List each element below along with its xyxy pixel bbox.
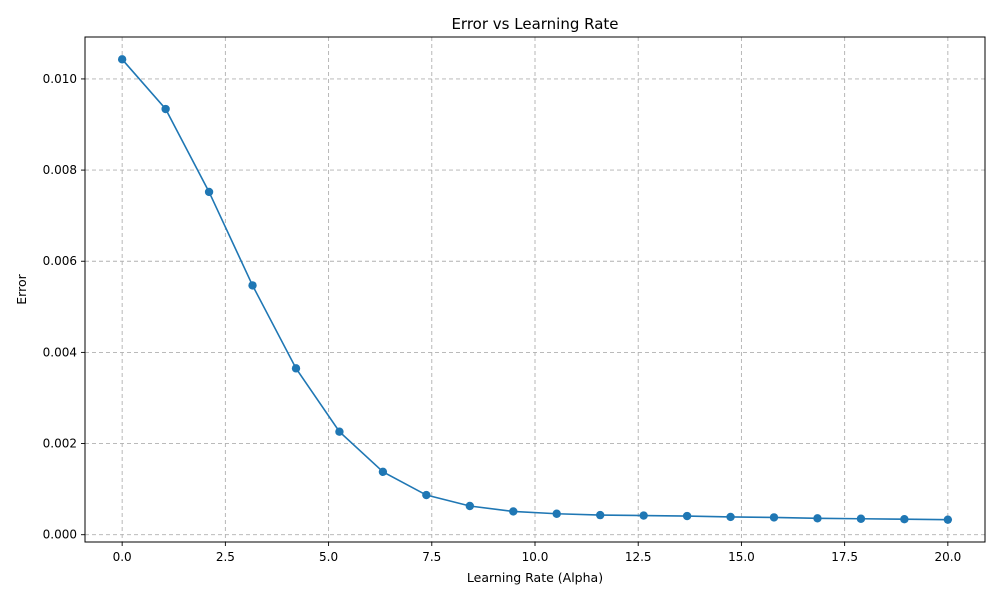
y-tick-label: 0.010 bbox=[43, 72, 77, 86]
x-tick-label: 17.5 bbox=[831, 550, 858, 564]
x-tick-label: 2.5 bbox=[216, 550, 235, 564]
data-series bbox=[117, 55, 953, 524]
plot-area-frame bbox=[84, 36, 986, 543]
data-point bbox=[943, 515, 953, 524]
data-point bbox=[726, 512, 735, 522]
x-tick-label: 7.5 bbox=[422, 550, 441, 564]
y-tick-label: 0.000 bbox=[43, 528, 77, 542]
data-point bbox=[161, 104, 170, 114]
data-point bbox=[117, 55, 127, 64]
axis-ticks: 0.0 2.5 5.0 7.5 10.0 12.5 15.0 17.5 20.0 0.000 0.0… bbox=[43, 72, 962, 564]
data-point bbox=[639, 511, 648, 520]
data-point bbox=[291, 364, 301, 373]
x-tick-label: 0.0 bbox=[113, 550, 132, 564]
data-point bbox=[769, 513, 779, 522]
data-point bbox=[378, 467, 388, 477]
data-point bbox=[509, 507, 518, 516]
y-tick-label: 0.002 bbox=[43, 437, 77, 451]
x-axis-label: Learning Rate (Alpha) bbox=[467, 570, 603, 585]
grid bbox=[85, 37, 985, 542]
y-tick-label: 0.008 bbox=[43, 163, 77, 177]
x-tick-label: 20.0 bbox=[934, 550, 961, 564]
data-point bbox=[204, 187, 214, 197]
data-point bbox=[595, 510, 605, 520]
y-tick-label: 0.004 bbox=[43, 345, 77, 359]
data-point bbox=[900, 515, 909, 524]
x-tick-label: 5.0 bbox=[319, 550, 338, 564]
data-point bbox=[682, 511, 692, 521]
y-axis-label: Error bbox=[14, 273, 29, 304]
chart-title: Error vs Learning Rate bbox=[451, 15, 618, 33]
data-point bbox=[552, 509, 561, 518]
data-point bbox=[813, 514, 822, 523]
x-tick-label: 10.0 bbox=[522, 550, 549, 564]
data-point bbox=[465, 501, 475, 511]
data-point bbox=[335, 427, 344, 436]
series-line bbox=[121, 58, 948, 521]
data-point bbox=[422, 490, 431, 500]
x-tick-label: 15.0 bbox=[728, 550, 755, 564]
x-tick-label: 12.5 bbox=[625, 550, 652, 564]
data-point bbox=[856, 514, 866, 523]
y-tick-label: 0.006 bbox=[43, 254, 77, 268]
data-point bbox=[248, 281, 257, 290]
